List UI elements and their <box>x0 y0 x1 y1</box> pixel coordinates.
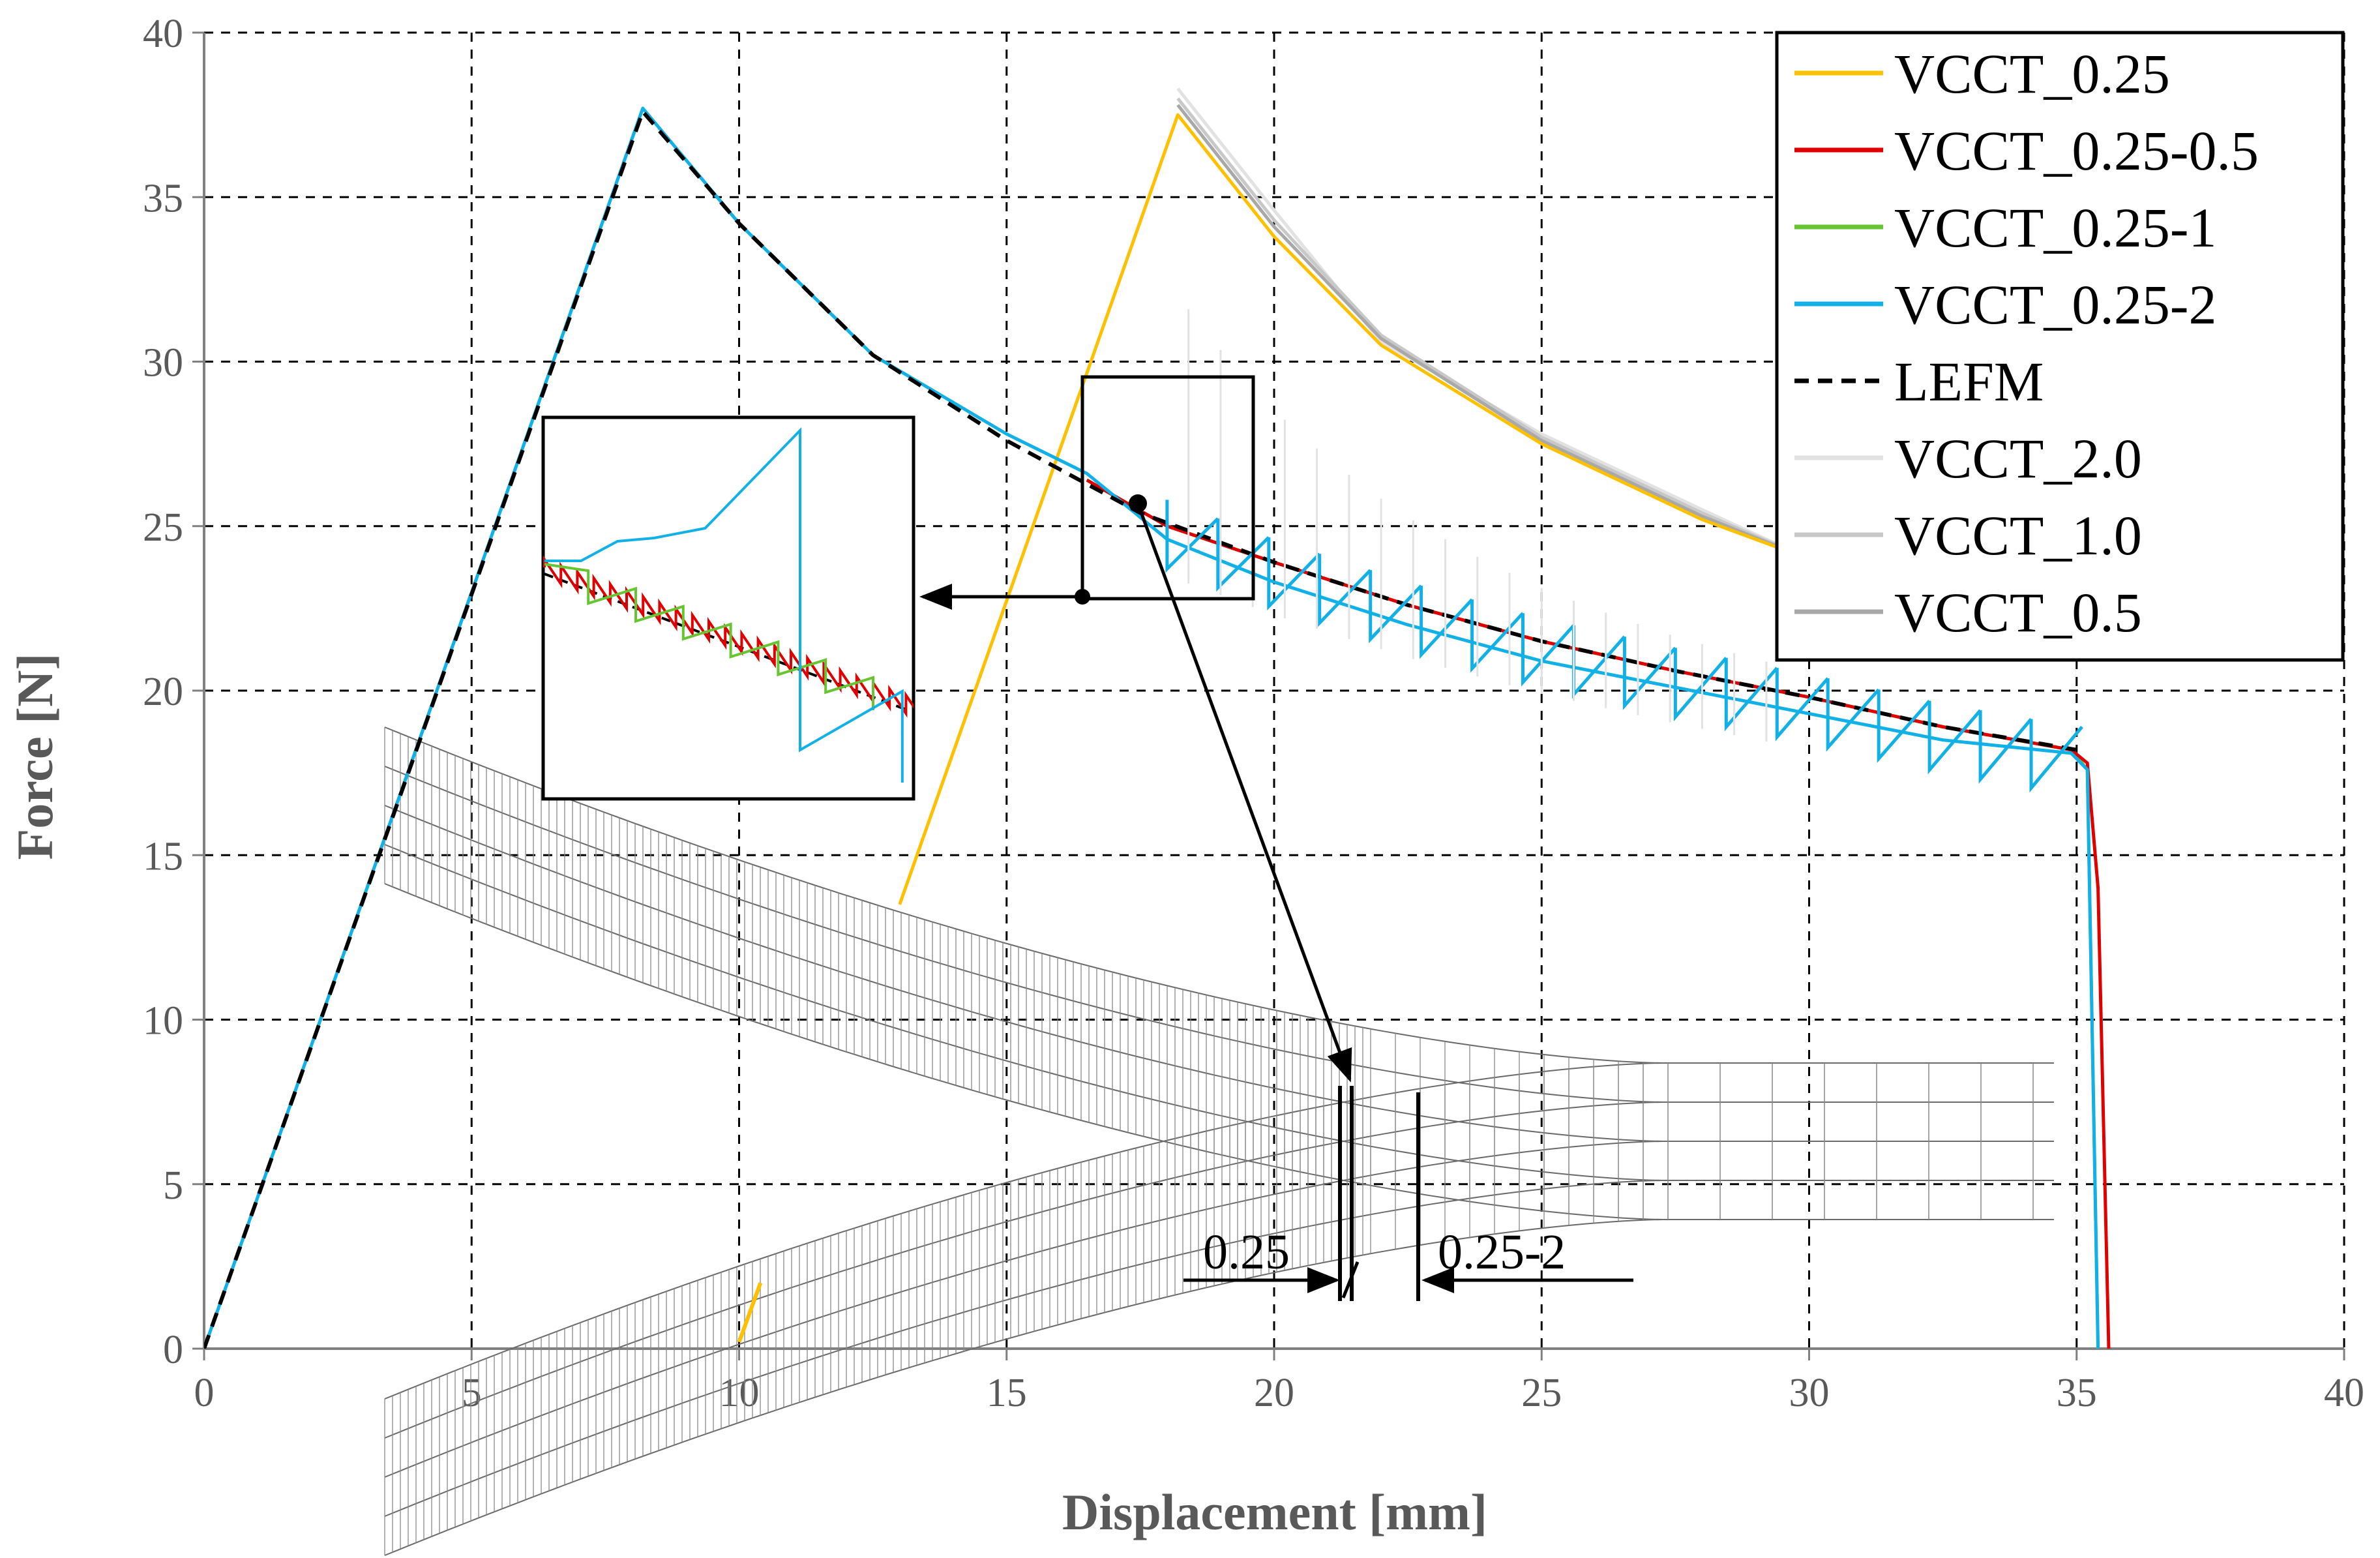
y-tick-label-0: 0 <box>163 1328 183 1372</box>
legend-label-5: VCCT_2.0 <box>1894 427 2142 490</box>
y-tick-label-7: 35 <box>143 176 183 220</box>
legend-label-3: VCCT_0.25-2 <box>1894 273 2217 336</box>
y-axis-title: Force [N] <box>7 653 63 860</box>
inset-blue <box>544 427 904 783</box>
annotation-label-0: 0.25 <box>1203 1225 1290 1280</box>
legend-label-1: VCCT_0.25-0.5 <box>1894 119 2259 182</box>
y-tick-label-1: 5 <box>163 1163 183 1208</box>
x-tick-label-6: 30 <box>1789 1371 1830 1415</box>
series-line-vcct-1-0 <box>1176 97 1810 561</box>
mesh-diagram <box>384 727 2054 1556</box>
x-tick-label-5: 25 <box>1521 1371 1562 1415</box>
mesh-line-lower-2 <box>384 1141 2054 1478</box>
x-axis-title: Displacement [mm] <box>1062 1484 1487 1540</box>
y-tick-label-6: 30 <box>143 341 183 385</box>
annotation-label-1: 0.25-2 <box>1438 1225 1566 1280</box>
legend-frame <box>1775 31 2345 662</box>
dim-slash <box>1341 1261 1360 1298</box>
y-tick-label-3: 15 <box>143 834 183 878</box>
y-tick-label-4: 20 <box>143 670 183 714</box>
zoom-dot <box>1075 589 1090 605</box>
y-tick-label-2: 10 <box>143 999 183 1043</box>
y-tick-label-8: 40 <box>143 12 183 56</box>
x-tick-label-0: 0 <box>194 1371 215 1415</box>
series-fragment-vcct-0-25 <box>737 1282 763 1343</box>
callout-arrows <box>919 375 1633 1301</box>
x-tick-label-3: 15 <box>987 1371 1027 1415</box>
x-tick-label-7: 35 <box>2057 1371 2097 1415</box>
y-tick-label-5: 25 <box>143 505 183 550</box>
legend: VCCT_0.25 VCCT_0.25-0.5 VCCT_0.25-1 VCCT_0.… <box>1775 31 2345 662</box>
mesh-line-lower-0 <box>384 1062 2054 1400</box>
legend-label-0: VCCT_0.25 <box>1894 42 2170 105</box>
legend-label-2: VCCT_0.25-1 <box>1894 196 2217 259</box>
inset-red <box>543 555 914 718</box>
x-tick-label-4: 20 <box>1254 1371 1294 1415</box>
mesh-annotations: 0.25 0.25-2 <box>1203 1225 1566 1280</box>
legend-label-4: LEFM <box>1894 350 2044 413</box>
inset-frame <box>541 415 915 801</box>
series-line-vcct-0-25 <box>898 113 1810 905</box>
series-line-lefm <box>204 110 2077 1349</box>
x-tick-label-2: 10 <box>719 1371 760 1415</box>
series-line-vcct-2-0 <box>1176 87 1810 561</box>
mesh-line-lower-1 <box>384 1101 2054 1439</box>
mesh-line-lower-3 <box>384 1180 2054 1517</box>
inset-green <box>544 563 874 710</box>
series-group <box>204 87 2111 1349</box>
crack-tip-arrow <box>1136 503 1352 1083</box>
x-tick-label-8: 40 <box>2324 1371 2364 1415</box>
axis-titles: Displacement [mm] Force [N] <box>7 653 1487 1540</box>
legend-label-6: VCCT_1.0 <box>1894 504 2142 567</box>
series-line-vcct-0-5 <box>1176 104 1810 561</box>
inset-zoom <box>541 415 915 801</box>
legend-label-7: VCCT_0.5 <box>1894 581 2142 644</box>
mesh-line-lower-4 <box>384 1219 2054 1556</box>
inset-series <box>543 427 914 783</box>
